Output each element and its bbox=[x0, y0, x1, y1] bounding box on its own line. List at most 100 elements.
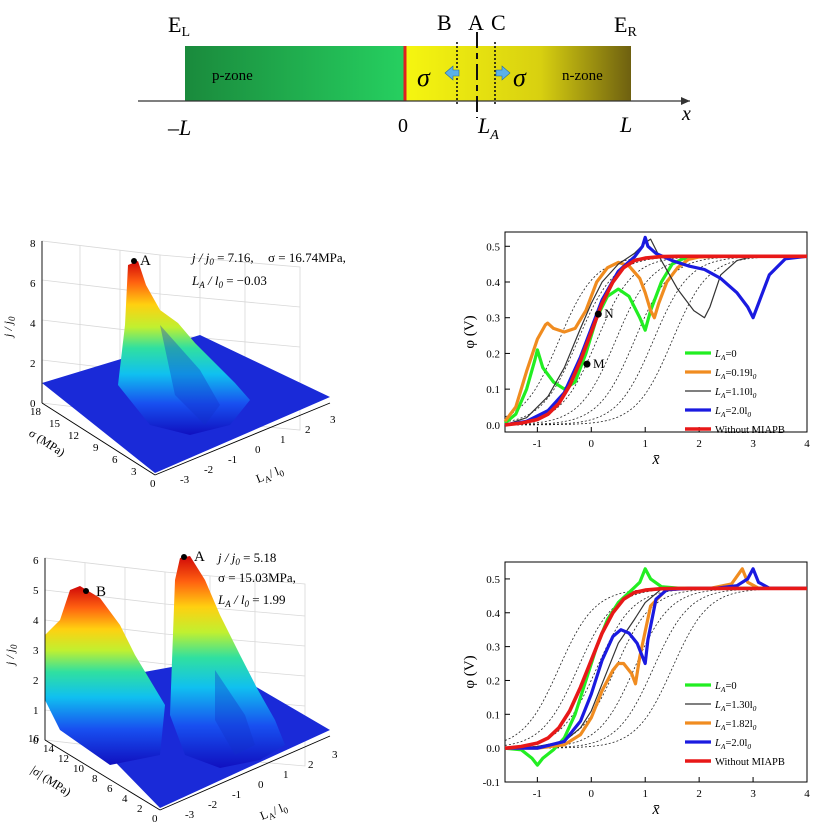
family-curve bbox=[504, 588, 807, 741]
p-zone-label: p-zone bbox=[212, 68, 253, 84]
la-tick-label: -1 bbox=[228, 454, 237, 466]
y-tick-label: 0.4 bbox=[486, 608, 500, 620]
legend-label: LA=1.10l0 bbox=[714, 387, 757, 400]
sigma-tick-label: 6 bbox=[107, 783, 113, 795]
peak-annotation-line1: j / j0 = 5.18 bbox=[216, 550, 276, 567]
family-curve bbox=[504, 588, 807, 746]
legend-label: LA=0 bbox=[714, 349, 737, 362]
sigma-tick-label: 0 bbox=[150, 478, 156, 490]
series-line bbox=[505, 567, 808, 750]
family-curve bbox=[505, 256, 807, 426]
la-axis-label: LA/ l0 bbox=[254, 462, 286, 488]
p-zone-region bbox=[185, 46, 405, 101]
sigma-tick-label: 12 bbox=[68, 430, 79, 442]
z-axis-label: j / j0 bbox=[1, 316, 17, 339]
sigma-right-label: σ bbox=[513, 63, 527, 92]
family-curve bbox=[505, 255, 807, 426]
data-point bbox=[583, 360, 591, 368]
potential-chart-top: -1 0 1 2 3 4 0.0 0.1 0.2 0.3 0.4 0.5 x̄ φ (V) N M LA=0 LA… bbox=[462, 231, 810, 468]
x-axis-label: x bbox=[681, 103, 691, 125]
sigma-tick-label: 0 bbox=[152, 813, 158, 825]
x-axis-label: x̄ bbox=[651, 451, 659, 468]
z-tick-label: 8 bbox=[30, 238, 36, 250]
family-curve bbox=[504, 255, 807, 425]
x-tick-label: 2 bbox=[696, 788, 702, 800]
sigma-tick-label: 16 bbox=[28, 733, 40, 745]
surface-ridge-b bbox=[45, 586, 165, 765]
y-tick-label: 0.0 bbox=[486, 743, 500, 755]
surface-ridge bbox=[118, 261, 250, 435]
series-line bbox=[504, 254, 807, 427]
ridge-shade bbox=[160, 325, 220, 425]
series-line bbox=[504, 235, 808, 427]
right-arrow-icon bbox=[495, 65, 511, 81]
legend-label: LA=2.0l0 bbox=[714, 406, 751, 419]
la-tick-label: 2 bbox=[308, 759, 314, 771]
y-tick-label: 0.1 bbox=[486, 384, 500, 396]
y-tick-label: 0.0 bbox=[486, 420, 500, 432]
surface-plot-top: A 0 2 4 6 8 j / j0 0 3 6 9 12 15 18 σ (M… bbox=[1, 238, 346, 490]
device-schematic: EL ER B A C p-zone n-zone σ σ –L 0 LA L … bbox=[138, 10, 691, 143]
z-tick-label: 3 bbox=[33, 645, 39, 657]
right-electrode-label: ER bbox=[614, 12, 637, 40]
n-zone-region bbox=[405, 46, 631, 101]
family-curve bbox=[504, 255, 807, 425]
x-axis-label: x̄ bbox=[651, 801, 659, 818]
series-line bbox=[504, 238, 807, 426]
series-line bbox=[504, 586, 807, 750]
la-tick-label: -3 bbox=[185, 809, 195, 821]
legend-label: LA=0 bbox=[714, 681, 737, 694]
ridge-shade bbox=[215, 670, 255, 755]
left-arrow-icon bbox=[444, 65, 460, 81]
z-tick-label: 6 bbox=[30, 278, 36, 290]
data-point bbox=[594, 310, 602, 318]
la-tick-label: 3 bbox=[330, 414, 336, 426]
y-axis-label: φ (V) bbox=[462, 655, 478, 688]
la-tick-label: 1 bbox=[283, 769, 289, 781]
legend-label: LA=1.82l0 bbox=[714, 719, 757, 732]
family-curve bbox=[505, 588, 807, 749]
y-tick-label: 0.1 bbox=[486, 709, 500, 721]
y-tick-label: 0.2 bbox=[486, 675, 500, 687]
sigma-tick-label: 9 bbox=[93, 442, 99, 454]
legend-label: Without MIAPB bbox=[715, 757, 785, 768]
sigma-tick-label: 18 bbox=[30, 406, 42, 418]
boundary-c-label: C bbox=[491, 10, 506, 35]
series-line bbox=[503, 254, 807, 425]
boundary-a-label: A bbox=[468, 10, 484, 35]
x-axis-arrow-icon bbox=[681, 97, 690, 105]
la-tick-label: 0 bbox=[258, 779, 264, 791]
sigma-tick-label: 6 bbox=[112, 454, 118, 466]
series-line bbox=[505, 567, 808, 750]
sigma-tick-label: 10 bbox=[73, 763, 85, 775]
z-tick-label: 4 bbox=[33, 615, 39, 627]
z-tick-label: 2 bbox=[33, 675, 39, 687]
x-tick-label: 3 bbox=[750, 438, 756, 450]
peak-label-a: A bbox=[194, 549, 205, 565]
boundary-b-label: B bbox=[437, 10, 452, 35]
peak-label-b: B bbox=[96, 584, 106, 600]
x-tick-label: 2 bbox=[696, 438, 702, 450]
sigma-tick-label: 2 bbox=[137, 803, 143, 815]
legend-label: LA=0.19l0 bbox=[714, 368, 757, 381]
y-tick-label: -0.1 bbox=[483, 777, 500, 789]
surface-plot-bottom: A B 0 1 2 3 4 5 6 j / j0 0 2 4 6 8 10 12… bbox=[3, 549, 338, 825]
la-tick-label: -3 bbox=[180, 474, 190, 486]
plot-frame bbox=[504, 231, 808, 433]
data-point-label: M bbox=[593, 356, 605, 371]
sigma-tick-label: 8 bbox=[92, 773, 98, 785]
family-curves bbox=[504, 255, 807, 426]
y-tick-label: 0.5 bbox=[486, 574, 500, 586]
sigma-axis-label: σ (MPa) bbox=[26, 426, 67, 460]
y-tick-label: 0.4 bbox=[486, 277, 500, 289]
z-tick-label: 0 bbox=[30, 398, 36, 410]
sigma-tick-label: 4 bbox=[122, 793, 128, 805]
x-tick-label: 1 bbox=[642, 788, 648, 800]
legend-label: Without MIAPB bbox=[715, 425, 785, 436]
legend-label: LA=1.30l0 bbox=[714, 700, 757, 713]
la-tick-label: 0 bbox=[255, 444, 261, 456]
la-tick-label: -2 bbox=[204, 464, 213, 476]
sigma-tick-label: 15 bbox=[49, 418, 61, 430]
z-tick-label: 2 bbox=[30, 358, 36, 370]
sigma-left-label: σ bbox=[417, 63, 431, 92]
